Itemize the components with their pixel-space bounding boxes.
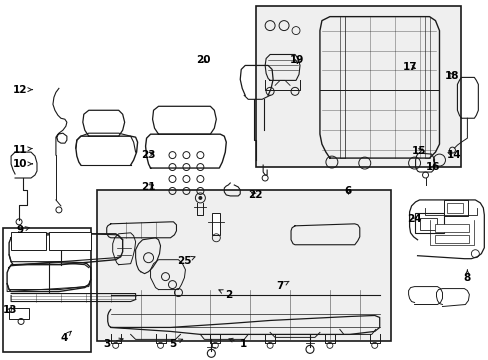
Bar — [414, 213, 444, 233]
Text: 1: 1 — [228, 338, 246, 348]
Bar — [256, 6, 461, 167]
Bar — [419, 218, 437, 230]
Circle shape — [198, 196, 202, 200]
Bar — [447, 203, 463, 213]
Text: 18: 18 — [444, 71, 458, 81]
Bar — [212, 213, 220, 235]
Text: 12: 12 — [12, 85, 32, 95]
Text: 10: 10 — [12, 159, 32, 169]
Bar — [444, 200, 468, 216]
Bar — [9, 307, 29, 319]
Text: 22: 22 — [248, 190, 262, 201]
Bar — [434, 224, 468, 232]
Text: 23: 23 — [141, 150, 155, 160]
Text: 15: 15 — [411, 145, 426, 156]
Bar — [434, 235, 468, 243]
Text: 11: 11 — [12, 144, 32, 154]
Text: 24: 24 — [406, 215, 421, 224]
Text: 4: 4 — [61, 331, 71, 343]
Text: 19: 19 — [289, 55, 304, 65]
Bar — [97, 190, 390, 341]
Text: 14: 14 — [446, 150, 461, 160]
Text: 7: 7 — [276, 281, 288, 291]
Text: 5: 5 — [169, 338, 183, 348]
Text: 16: 16 — [425, 162, 439, 172]
Text: 25: 25 — [177, 256, 195, 266]
Text: 8: 8 — [463, 270, 470, 283]
Text: 21: 21 — [141, 182, 155, 192]
Text: 17: 17 — [402, 62, 417, 72]
Text: 3: 3 — [103, 338, 123, 348]
Text: 2: 2 — [219, 290, 232, 300]
Text: 13: 13 — [2, 305, 17, 315]
Text: 20: 20 — [196, 55, 210, 65]
Bar — [11, 232, 46, 250]
Bar — [3, 228, 91, 352]
Text: 6: 6 — [344, 186, 351, 196]
Text: 9: 9 — [16, 225, 29, 235]
Bar — [49, 232, 91, 250]
